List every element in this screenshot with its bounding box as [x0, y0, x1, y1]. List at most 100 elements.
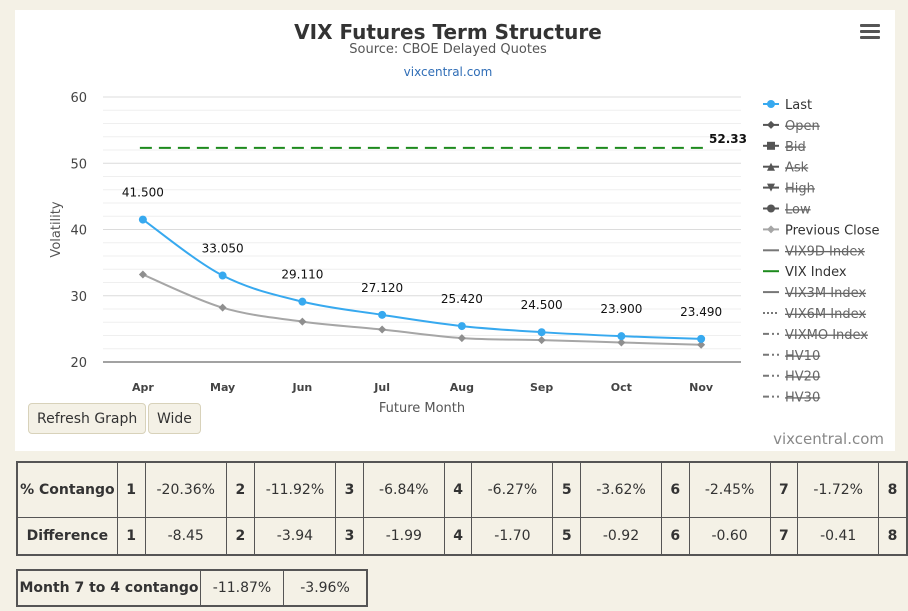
legend-label: Low [785, 203, 811, 218]
legend-label: Ask [785, 161, 809, 176]
chart-source-link[interactable]: vixcentral.com [403, 65, 493, 79]
difference-value: -0.60 [688, 517, 771, 556]
legend-item[interactable]: Previous Close [763, 223, 880, 238]
last-data-label: 23.900 [600, 302, 642, 316]
legend-circle-icon [767, 204, 775, 213]
legend-item[interactable]: Last [763, 98, 812, 113]
month-number: 8 [878, 461, 908, 518]
previous-close-point [218, 303, 227, 312]
difference-row-label: Difference [16, 517, 118, 556]
month-number: 7 [769, 461, 799, 518]
month-number: 3 [335, 461, 364, 518]
difference-value: -1.99 [362, 517, 445, 556]
difference-value: -3.94 [253, 517, 337, 556]
previous-close-point [617, 338, 626, 347]
y-tick-label: 20 [70, 356, 87, 371]
chart-subtitle: Source: CBOE Delayed Quotes [349, 42, 547, 57]
last-point [617, 332, 626, 341]
x-axis-title: Future Month [379, 401, 465, 416]
legend-item[interactable]: High [763, 182, 815, 197]
last-point [298, 297, 307, 306]
previous-close-point [697, 340, 706, 349]
contango-value: -11.92% [253, 461, 337, 518]
contango-table: % Contango 1 -20.36% 2 -11.92% 3 -6.84% … [16, 461, 908, 556]
legend-item[interactable]: Low [763, 203, 811, 218]
difference-value: -0.41 [797, 517, 880, 556]
legend-label: Last [785, 98, 812, 113]
legend-item[interactable]: VIX Index [763, 265, 847, 280]
legend-label: VIX6M Index [785, 307, 866, 322]
y-tick-label: 40 [70, 224, 87, 239]
legend-label: VIXMO Index [785, 328, 868, 343]
chart-credit[interactable]: vixcentral.com [773, 430, 884, 448]
month-number: 4 [443, 517, 473, 556]
legend-label: Previous Close [785, 223, 880, 238]
difference-value: -8.45 [144, 517, 227, 556]
legend-item[interactable]: HV20 [763, 370, 820, 385]
previous-close-point [298, 317, 307, 326]
legend-label: HV10 [785, 349, 820, 364]
contango-value: -2.45% [688, 461, 771, 518]
difference-value: -1.70 [471, 517, 554, 556]
legend-diamond-icon [767, 225, 775, 234]
last-point [537, 328, 546, 337]
last-data-label: 27.120 [361, 281, 403, 295]
x-tick-label: Sep [530, 381, 553, 394]
contango-row-label: % Contango [16, 461, 118, 518]
legend-label: Bid [785, 140, 806, 155]
legend-item[interactable]: HV10 [763, 349, 820, 364]
last-line [142, 218, 702, 340]
month-number: 6 [660, 461, 690, 518]
contango-value: -6.27% [471, 461, 554, 518]
legend-item[interactable]: VIX6M Index [763, 307, 866, 322]
contango-value: -20.36% [144, 461, 227, 518]
x-tick-label: Apr [132, 381, 154, 394]
hamburger-menu-icon[interactable] [860, 24, 880, 40]
legend-item[interactable]: HV30 [763, 391, 820, 406]
legend-label: Open [785, 119, 820, 134]
previous-close-point [457, 334, 466, 343]
wide-button[interactable]: Wide [148, 403, 201, 434]
legend-triangle-icon [767, 162, 775, 171]
last-data-label: 41.500 [122, 186, 164, 200]
month-number: 5 [552, 461, 582, 518]
last-point [697, 334, 706, 343]
month-number: 1 [116, 517, 146, 556]
legend-item[interactable]: VIX3M Index [763, 286, 866, 301]
vix-index-value-label: 52.33 [709, 132, 747, 146]
legend-triangle-down-icon [767, 183, 775, 192]
legend-item[interactable]: Open [763, 119, 820, 134]
x-tick-label: Nov [689, 381, 714, 394]
difference-value: -0.92 [580, 517, 662, 556]
month-contango-value: -3.96% [283, 569, 368, 607]
contango-row: % Contango 1 -20.36% 2 -11.92% 3 -6.84% … [16, 461, 908, 518]
legend-circle-icon [767, 100, 775, 108]
difference-row: Difference 1 -8.45 2 -3.94 3 -1.99 4 -1.… [16, 517, 908, 556]
chart-card: 20 30 40 50 60 Apr May Jun Jul Aug Sep Oct Nov Future… [15, 10, 895, 451]
month-contango-value: -11.87% [200, 569, 284, 607]
legend-item[interactable]: Ask [763, 161, 809, 176]
x-tick-label: Jul [373, 381, 390, 394]
y-axis-title: Volatility [49, 201, 64, 257]
last-data-label: 25.420 [441, 292, 483, 306]
x-tick-label: May [210, 381, 235, 394]
chart-svg: 20 30 40 50 60 Apr May Jun Jul Aug Sep Oct Nov Future… [49, 91, 880, 416]
last-point [457, 322, 466, 331]
refresh-graph-button[interactable]: Refresh Graph [28, 403, 147, 434]
legend-label: VIX9D Index [785, 244, 865, 259]
month-contango-label: Month 7 to 4 contango [16, 569, 201, 607]
contango-value: -3.62% [580, 461, 662, 518]
month-number: 2 [225, 461, 255, 518]
previous-close-point [138, 270, 147, 279]
legend-label: High [785, 182, 815, 197]
x-tick-label: Jun [291, 381, 312, 394]
legend-item[interactable]: VIX9D Index [763, 244, 865, 259]
chart-title: VIX Futures Term Structure [294, 20, 602, 44]
legend-item[interactable]: Bid [763, 140, 806, 155]
last-data-label: 29.110 [281, 268, 323, 282]
legend-label: HV20 [785, 370, 820, 385]
legend-item[interactable]: VIXMO Index [763, 328, 868, 343]
month-number: 3 [335, 517, 364, 556]
last-point [138, 215, 147, 224]
previous-close-point [378, 325, 387, 334]
